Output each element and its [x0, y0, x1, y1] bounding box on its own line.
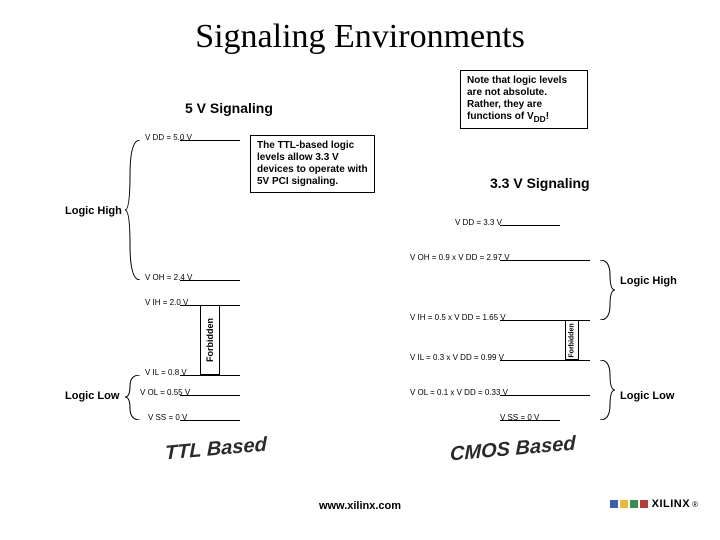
brace-icon	[595, 360, 615, 420]
forbidden-box-left: Forbidden	[200, 305, 220, 375]
ttl-based-label: TTL Based	[165, 434, 267, 466]
right-logic-low-label: Logic Low	[620, 390, 674, 402]
level-label-vol: V OL = 0.1 x V DD = 0.33 V	[410, 388, 508, 397]
left-logic-high-label: Logic High	[65, 205, 122, 217]
registered-icon: ®	[692, 500, 698, 509]
brace-icon	[125, 140, 145, 280]
level-label-vss: V SS = 0 V	[148, 413, 187, 422]
brand-logo: XILINX ®	[610, 498, 698, 510]
level-label-vih: V IH = 2.0 V	[145, 298, 188, 307]
logo-text: XILINX	[652, 498, 690, 510]
level-label-vil: V IL = 0.8 V	[145, 368, 187, 377]
logo-square	[640, 500, 648, 508]
footer-url: www.xilinx.com	[319, 500, 401, 512]
logo-square	[630, 500, 638, 508]
level-label-vil: V IL = 0.3 x V DD = 0.99 V	[410, 353, 504, 362]
level-label-vss: V SS = 0 V	[500, 413, 539, 422]
level-line	[180, 375, 240, 376]
level-label-vdd: V DD = 3.3 V	[455, 218, 502, 227]
note-sub: DD	[534, 114, 546, 124]
left-logic-low-label: Logic Low	[65, 390, 119, 402]
logo-square	[610, 500, 618, 508]
left-title: 5 V Signaling	[185, 100, 273, 116]
brace-icon	[595, 260, 615, 320]
page-title: Signaling Environments	[0, 18, 720, 56]
ttl-note-box: The TTL-based logic levels allow 3.3 V d…	[250, 135, 375, 193]
brace-icon	[125, 375, 145, 420]
level-label-vih: V IH = 0.5 x V DD = 1.65 V	[410, 313, 506, 322]
forbidden-label: Forbidden	[569, 323, 576, 357]
level-label-vol: V OL = 0.55 V	[140, 388, 190, 397]
level-line	[500, 395, 590, 396]
cmos-based-label: CMOS Based	[450, 433, 576, 467]
forbidden-label: Forbidden	[205, 318, 215, 362]
level-line	[500, 260, 590, 261]
logo-square	[620, 500, 628, 508]
level-label-voh: V OH = 0.9 x V DD = 2.97 V	[410, 253, 510, 262]
note-box: Note that logic levels are not absolute.…	[460, 70, 588, 129]
level-label-vdd: V DD = 5.0 V	[145, 133, 192, 142]
note-tail: !	[546, 111, 549, 122]
level-line	[180, 420, 240, 421]
note-text: Note that logic levels are not absolute.…	[467, 75, 567, 122]
level-line	[500, 360, 590, 361]
level-label-voh: V OH = 2.4 V	[145, 273, 192, 282]
right-title: 3.3 V Signaling	[490, 175, 590, 191]
right-logic-high-label: Logic High	[620, 275, 677, 287]
forbidden-box-right: Forbidden	[565, 320, 579, 360]
level-line	[500, 225, 560, 226]
